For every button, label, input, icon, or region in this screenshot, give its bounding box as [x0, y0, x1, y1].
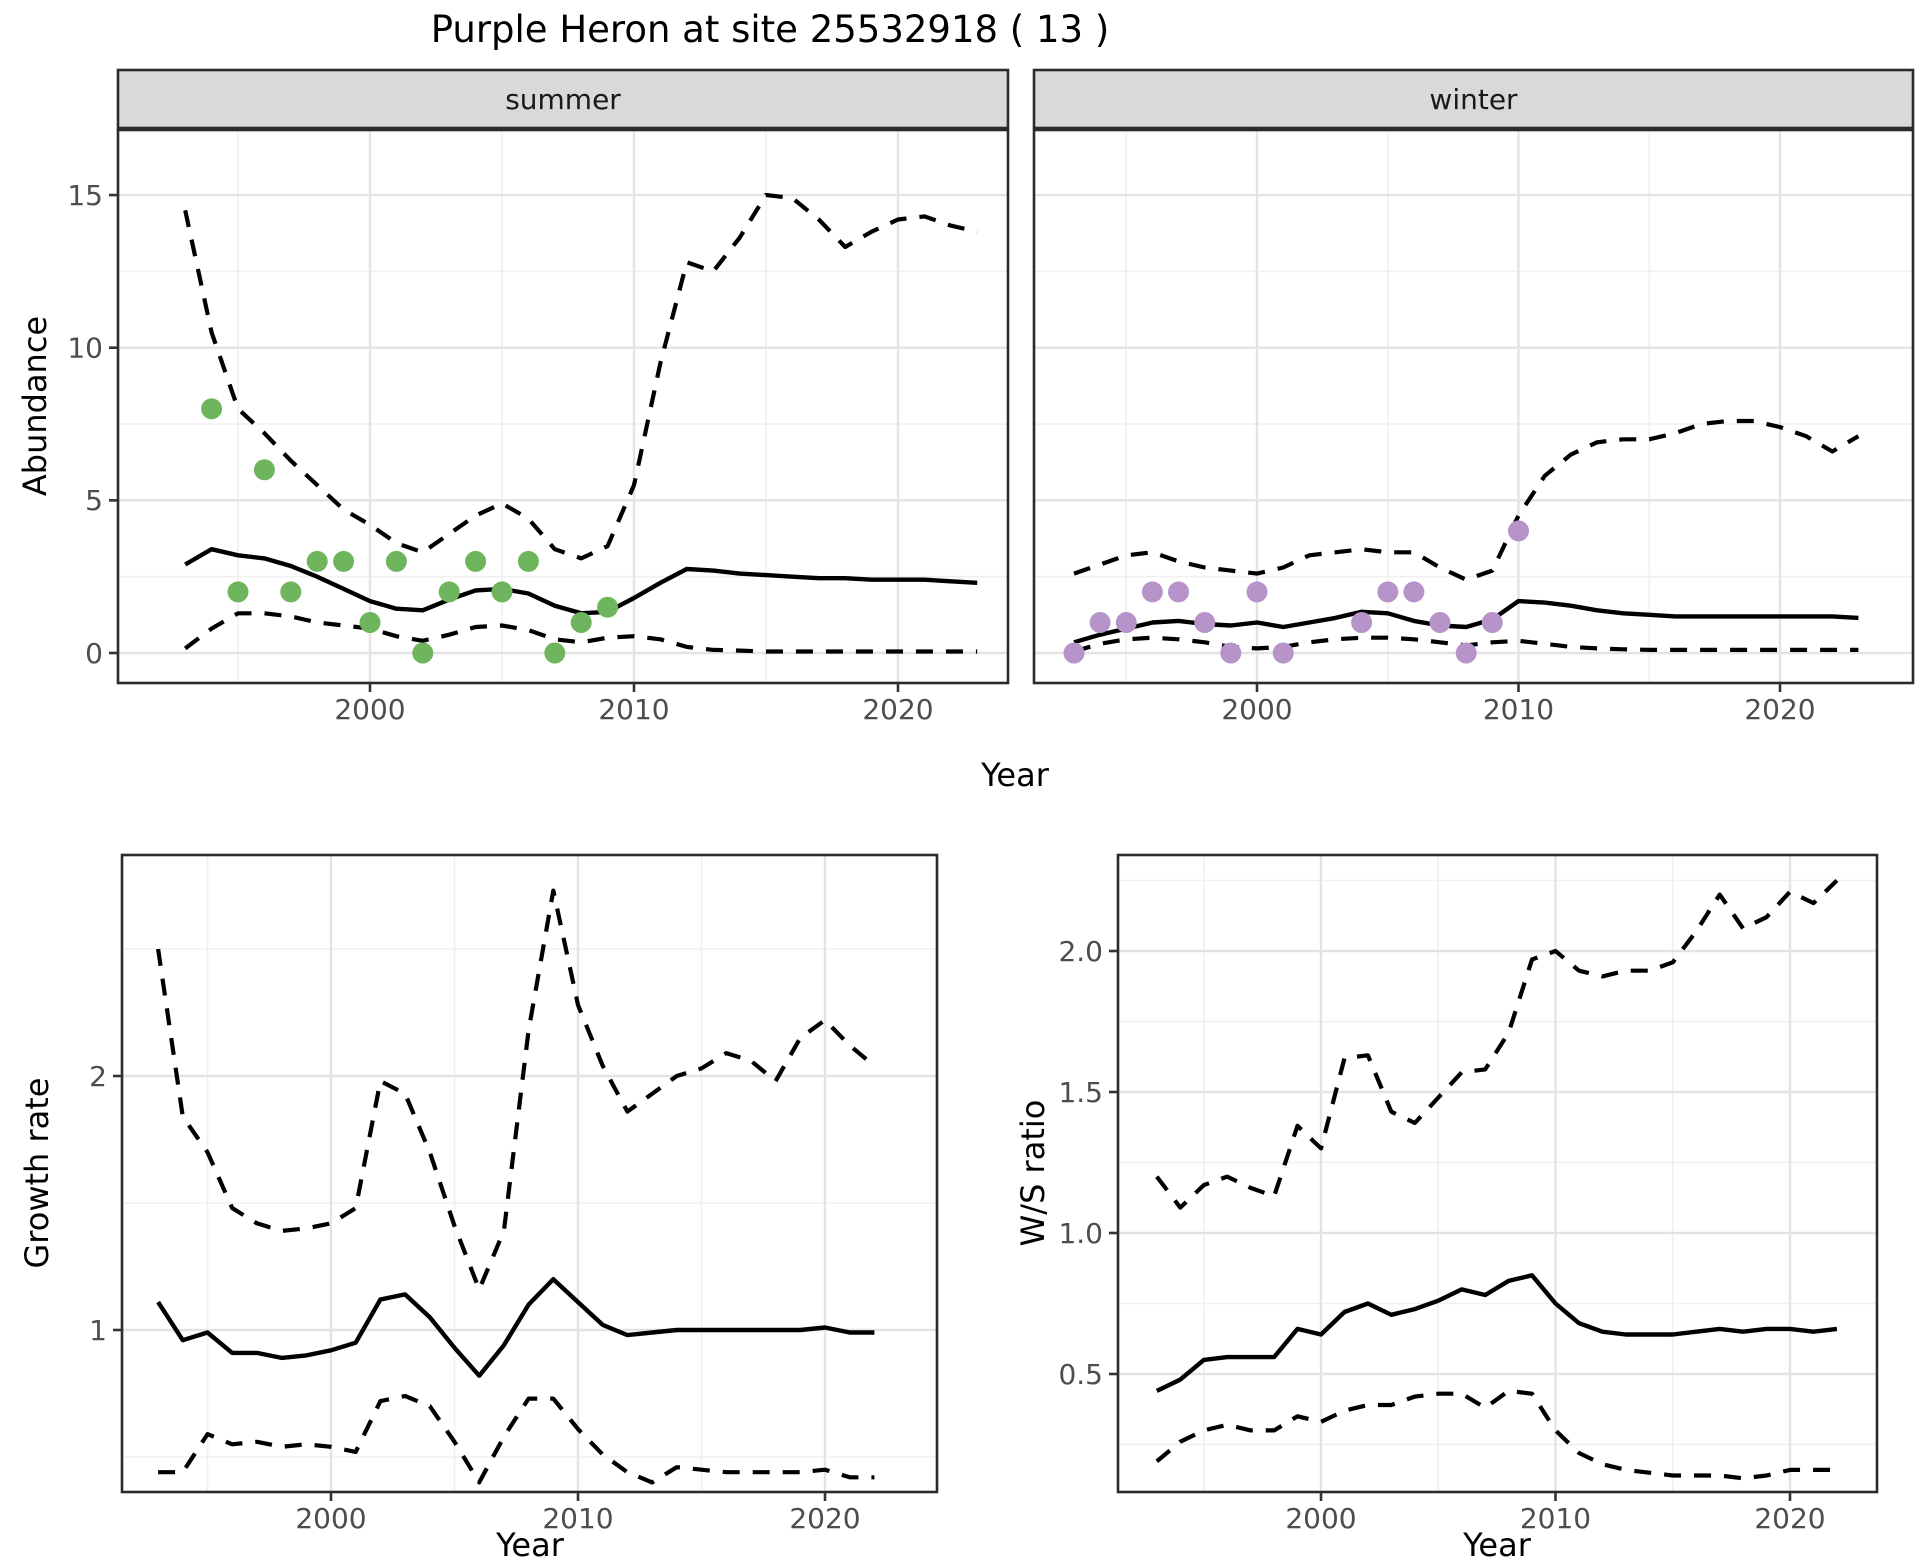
observed-point [1508, 520, 1529, 542]
observed-point [1063, 642, 1085, 664]
observed_counts_winter [1063, 520, 1529, 664]
observed-point [438, 581, 460, 603]
observed-point [597, 596, 619, 618]
panel-background [118, 130, 1008, 683]
observed-point [201, 398, 223, 420]
x-tick-label: 2010 [1483, 693, 1554, 726]
y-axis-title-ws-ratio: W/S ratio [1014, 1100, 1052, 1247]
y-tick-label: 0.5 [1058, 1358, 1103, 1391]
y-tick-label: 2 [89, 1060, 107, 1093]
observed-point [1429, 612, 1451, 633]
upper-ci-line [1073, 418, 1860, 582]
panel-ws-ratio: 2000 2010 2020 0.5 1.0 1.5 2.0 [1058, 853, 1879, 1535]
observed-point [1168, 581, 1189, 603]
observed-point [1246, 581, 1268, 603]
observed-point [227, 581, 249, 603]
panel-abundance-summer: summer 2000 2010 2020 0 5 10 15 [67, 68, 1010, 726]
panel-abundance-winter: winter 2000 2010 2020 [1032, 68, 1915, 726]
observed-point [1403, 581, 1425, 603]
observed-point [1141, 581, 1163, 603]
y-tick-label: 1 [89, 1314, 107, 1347]
y-tick-label: 0 [85, 637, 103, 670]
observed-point [1481, 612, 1503, 633]
observed-point [1194, 612, 1216, 633]
observed-point [1089, 612, 1111, 633]
lower-ci-line [1155, 1388, 1837, 1481]
panel-border [1032, 128, 1915, 685]
observed-point [1272, 642, 1294, 664]
panel-border [1116, 853, 1879, 1494]
y-tick-label: 10 [67, 332, 103, 365]
observed-point [570, 612, 592, 633]
observed-point [306, 550, 328, 572]
x-axis-title-year-ws: Year [1462, 1526, 1532, 1560]
x-tick-label: 2020 [1744, 693, 1815, 726]
observed-point [465, 550, 487, 572]
facet-strip-label: summer [505, 83, 621, 116]
x-tick-label: 2020 [862, 693, 933, 726]
observed-point [544, 642, 566, 664]
observed-point [333, 550, 355, 572]
y-tick-label: 5 [85, 484, 103, 517]
axis-titles: Abundance Year Growth rate W/S ratio Year Yea… [16, 316, 1532, 1560]
x-tick-label: 2000 [334, 693, 405, 726]
observed-point [385, 550, 407, 572]
x-tick-label: 2010 [1520, 1502, 1591, 1535]
observed-point [1455, 642, 1477, 664]
trend-line [156, 1277, 875, 1378]
panel-growth-rate: 2000 2010 2020 1 2 [89, 853, 939, 1535]
y-tick-label: 15 [67, 179, 103, 212]
y-axis-title-abundance: Abundance [16, 316, 54, 496]
upper-ci-line [156, 888, 876, 1292]
x-axis-title-year-growth: Year [495, 1526, 565, 1560]
observed-point [491, 581, 513, 603]
observed-point [1351, 612, 1373, 633]
observed_counts_summer [201, 398, 619, 664]
x-tick-label: 2020 [789, 1502, 860, 1535]
trend-line [1155, 1273, 1838, 1393]
x-axis-title-year-top: Year [980, 756, 1050, 794]
facet-strip-summer [116, 68, 1010, 130]
x-tick-label: 2000 [1285, 1502, 1356, 1535]
panel-border [116, 128, 1010, 685]
y-tick-label: 1.5 [1058, 1076, 1103, 1109]
x-tick-label: 2000 [1221, 693, 1292, 726]
panel-border [120, 853, 939, 1494]
x-tick-label: 2020 [1754, 1502, 1825, 1535]
observed-point [359, 612, 381, 633]
observed-point [1377, 581, 1399, 603]
y-tick-label: 1.0 [1058, 1217, 1103, 1250]
facet-strip-label: winter [1429, 83, 1518, 116]
observed-point [412, 642, 434, 664]
panel-background [122, 855, 937, 1492]
upper-ci-line [1155, 878, 1839, 1210]
observed-point [1115, 612, 1137, 633]
lower-ci-line [158, 1393, 875, 1485]
observed-point [1220, 642, 1242, 664]
observed-point [517, 550, 539, 572]
x-tick-label: 2010 [542, 1502, 613, 1535]
x-tick-label: 2000 [295, 1502, 366, 1535]
page-title: Purple Heron at site 25532918 ( 13 ) [430, 8, 1110, 51]
panel-background [1118, 855, 1877, 1492]
y-axis-title-growth-rate: Growth rate [18, 1078, 56, 1269]
x-tick-label: 2010 [598, 693, 669, 726]
observed-point [253, 459, 275, 481]
y-tick-label: 2.0 [1058, 935, 1103, 968]
observed-point [280, 581, 302, 603]
upper-ci-line [183, 192, 978, 561]
facet-strip-winter [1032, 68, 1915, 130]
